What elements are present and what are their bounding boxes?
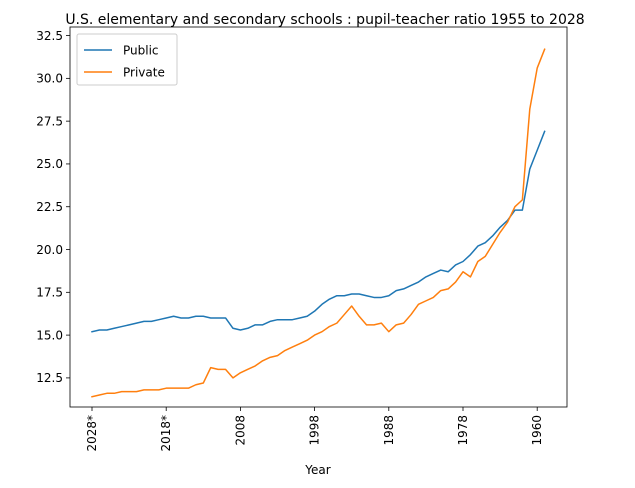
plot-frame <box>69 26 568 408</box>
x-tick-label: 1988 <box>382 415 396 446</box>
plot-background <box>70 27 567 407</box>
y-tick-label: 30.0 <box>36 72 63 86</box>
y-tick-label: 25.0 <box>36 157 63 171</box>
x-tick-label: 1978 <box>456 415 470 446</box>
y-tick-label: 32.5 <box>36 29 63 43</box>
y-tick-label: 12.5 <box>36 371 63 385</box>
x-axis-label: Year <box>304 463 330 477</box>
series-line-private <box>91 48 546 398</box>
legend-label-private: Private <box>123 66 165 80</box>
x-axis: 2028* 2018* 2008 1998 1988 1978 1960 <box>85 407 544 452</box>
y-tick-label: 22.5 <box>36 200 63 214</box>
plot-area <box>69 26 568 408</box>
y-tick-label: 17.5 <box>36 286 63 300</box>
x-tick-label: 2008 <box>233 415 247 446</box>
y-tick-label: 27.5 <box>36 114 63 128</box>
series-layer <box>91 48 546 398</box>
y-tick-label: 20.0 <box>36 243 63 257</box>
series-line-public <box>91 130 546 333</box>
x-tick-label: 2018* <box>159 415 173 452</box>
legend: Public Private <box>76 33 178 86</box>
chart-title: U.S. elementary and secondary schools : … <box>65 12 584 28</box>
y-axis: 12.5 15.0 17.5 20.0 22.5 25.0 27.5 30.0 32.5 <box>36 29 70 385</box>
x-tick-label: 1998 <box>308 415 322 446</box>
y-tick-label: 15.0 <box>36 328 63 342</box>
legend-label-public: Public <box>123 44 159 58</box>
x-tick-label: 2028* <box>85 415 99 452</box>
x-tick-label: 1960 <box>530 415 544 446</box>
